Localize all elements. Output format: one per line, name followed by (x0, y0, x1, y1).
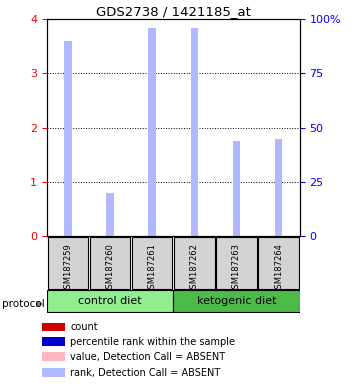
Bar (232, 141, 240, 236)
Text: rank, Detection Call = ABSENT: rank, Detection Call = ABSENT (70, 367, 221, 378)
FancyBboxPatch shape (132, 237, 173, 290)
Text: value, Detection Call = ABSENT: value, Detection Call = ABSENT (70, 351, 226, 362)
Bar (275, 139, 282, 236)
Text: GSM187262: GSM187262 (190, 243, 199, 294)
Bar (148, 79, 156, 236)
Text: GSM187259: GSM187259 (64, 243, 73, 294)
FancyBboxPatch shape (47, 290, 173, 313)
Text: count: count (70, 322, 98, 332)
Text: control diet: control diet (78, 296, 142, 306)
FancyBboxPatch shape (258, 237, 299, 290)
Text: GSM187260: GSM187260 (106, 243, 114, 294)
Bar (43, 323, 65, 331)
Bar (191, 28, 198, 236)
Bar (43, 338, 65, 346)
Bar (275, 174, 282, 236)
Bar (148, 28, 156, 236)
Bar (64, 56, 72, 236)
Bar (106, 193, 114, 236)
Text: ketogenic diet: ketogenic diet (197, 296, 276, 306)
Bar (106, 202, 114, 236)
Text: GSM187264: GSM187264 (274, 243, 283, 294)
FancyBboxPatch shape (174, 237, 214, 290)
Text: protocol: protocol (2, 299, 44, 309)
FancyBboxPatch shape (216, 237, 257, 290)
Bar (64, 41, 72, 236)
FancyBboxPatch shape (173, 290, 300, 313)
Title: GDS2738 / 1421185_at: GDS2738 / 1421185_at (96, 5, 251, 18)
Text: percentile rank within the sample: percentile rank within the sample (70, 337, 235, 347)
Bar (43, 368, 65, 377)
FancyBboxPatch shape (48, 237, 88, 290)
Bar (43, 352, 65, 361)
Bar (232, 144, 240, 236)
Text: GSM187263: GSM187263 (232, 243, 241, 294)
Text: GSM187261: GSM187261 (148, 243, 157, 294)
Bar (191, 61, 198, 236)
FancyBboxPatch shape (90, 237, 130, 290)
